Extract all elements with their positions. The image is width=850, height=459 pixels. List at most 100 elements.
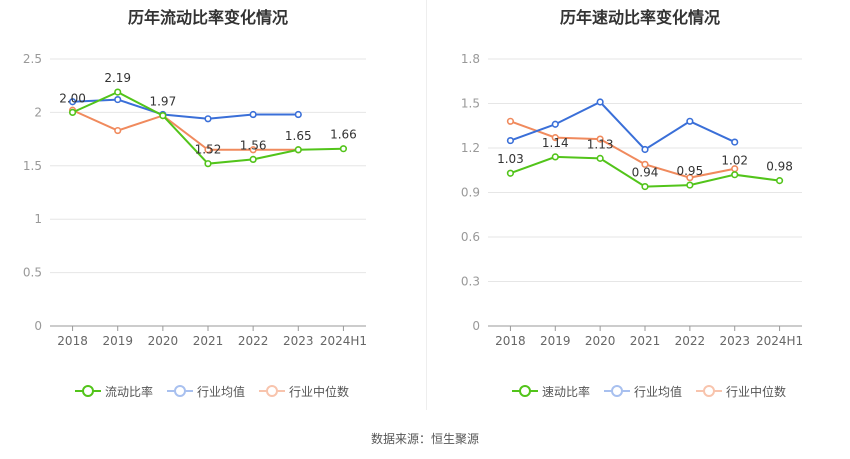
y-tick-label: 0 [34,319,42,333]
data-label: 1.97 [149,95,176,109]
x-tick-label: 2023 [719,334,750,348]
legend-quick-ratio: 速动比率 行业均值 行业中位数 [512,381,800,401]
data-point [731,138,739,146]
x-tick-label: 2021 [630,334,661,348]
x-tick-label: 2021 [193,334,224,348]
legend-swatch-icon [259,384,286,398]
legend-item-industry-mean[interactable]: 行业均值 [167,383,245,400]
data-point [506,169,515,177]
y-tick-label: 1.5 [461,97,480,111]
data-point [596,135,604,143]
data-label: 1.03 [497,152,524,166]
data-point [731,171,739,179]
data-point [686,174,694,182]
y-tick-label: 0.3 [461,275,480,289]
x-tick-label: 2019 [102,334,133,348]
data-label: 0.95 [676,164,703,178]
data-point [641,145,649,154]
data-point [686,181,694,189]
y-tick-label: 1 [34,212,42,226]
data-point [294,110,302,119]
data-point [551,120,559,128]
legend-swatch-icon [512,384,538,398]
legend-item-industry-median[interactable]: 行业中位数 [259,383,349,400]
x-tick-label: 2022 [675,334,706,348]
legend-label: 行业中位数 [726,384,787,399]
data-point [641,182,649,191]
data-point [641,160,649,168]
legend-item-industry-mean[interactable]: 行业均值 [604,383,682,400]
data-point [551,153,559,161]
x-tick-label: 2020 [585,334,616,348]
y-tick-label: 1.5 [23,159,42,173]
data-label: 1.65 [285,129,312,143]
data-label: 0.94 [632,166,659,180]
data-point [551,134,559,142]
data-point [204,146,212,154]
y-tick-label: 0 [472,319,480,333]
data-point [68,108,77,116]
legend-label: 流动比率 [105,384,154,399]
x-tick-label: 2024H1 [320,334,367,348]
legend-swatch-icon [696,384,723,398]
data-point [339,145,348,153]
data-label: 1.14 [542,136,569,150]
legend-swatch-icon [604,384,631,398]
legend-label: 行业均值 [197,384,246,399]
data-point [114,95,122,104]
y-tick-label: 2.5 [23,52,42,66]
x-tick-label: 2019 [540,334,571,348]
x-tick-label: 2023 [283,334,314,348]
series-line-1 [72,98,299,120]
data-point [249,110,257,119]
legend-label: 行业均值 [634,384,683,399]
data-point [506,117,515,125]
data-point [596,154,604,162]
data-point [294,146,302,154]
data-point [249,155,257,163]
data-point [596,98,604,106]
y-tick-label: 0.5 [23,266,42,280]
legend-item-industry-median[interactable]: 行业中位数 [696,383,786,400]
data-label: 0.98 [766,160,793,174]
data-label: 1.13 [587,137,614,151]
data-source-note: 数据来源：恒生聚源 [370,432,479,446]
data-label: 1.52 [195,143,222,157]
data-point [204,115,212,123]
legend-label: 速动比率 [542,384,591,399]
data-point [249,146,257,154]
legend-label: 行业中位数 [289,384,350,399]
series-line-2 [510,120,735,179]
y-tick-label: 1.2 [461,141,480,155]
data-point [686,117,694,125]
series-line-2 [72,109,299,151]
legend-item-current-ratio[interactable]: 流动比率 [75,383,153,400]
legend-swatch-icon [75,384,101,398]
data-point [114,126,122,135]
series-line-1 [510,100,736,151]
data-label: 2.00 [59,91,86,105]
chart-title-current-ratio: 历年流动比率变化情况 [127,8,288,27]
data-point [114,88,122,96]
x-tick-label: 2018 [495,334,526,348]
chart-divider [426,0,427,410]
data-label: 1.56 [240,138,267,152]
x-tick-label: 2018 [57,334,88,348]
data-label: 2.19 [104,71,131,85]
data-label: 1.02 [721,154,748,168]
data-point [204,160,212,168]
data-point [775,177,784,185]
y-tick-label: 0.9 [461,186,480,200]
data-point [506,136,515,145]
data-point [159,112,167,120]
legend-item-quick-ratio[interactable]: 速动比率 [512,383,590,400]
y-tick-label: 1.8 [461,52,480,66]
y-tick-label: 2 [34,105,42,119]
data-point [68,98,77,106]
legend-current-ratio: 流动比率 行业均值 行业中位数 [75,381,363,401]
x-tick-label: 2020 [148,334,179,348]
x-tick-label: 2022 [238,334,269,348]
y-tick-label: 0.6 [461,230,480,244]
x-tick-label: 2024H1 [756,334,803,348]
